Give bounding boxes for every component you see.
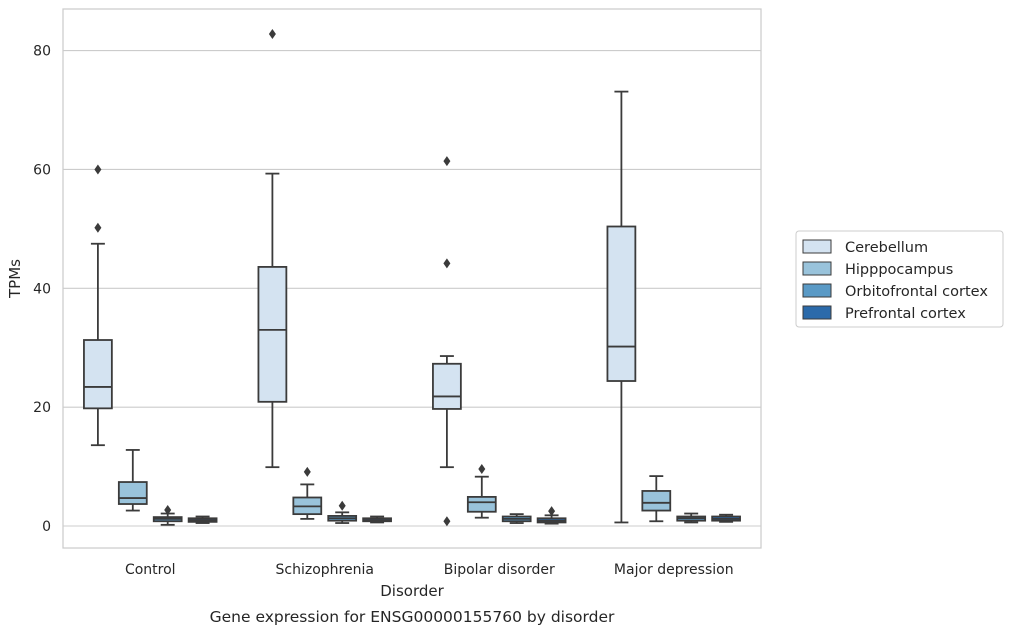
legend-frame bbox=[795, 230, 1004, 328]
y-tick-label: 20 bbox=[33, 400, 51, 416]
iqr-box bbox=[466, 495, 497, 513]
y-tick-label: 40 bbox=[33, 281, 51, 297]
outlier-point bbox=[338, 500, 346, 511]
x-tick-label: Schizophrenia bbox=[276, 562, 374, 578]
outlier-point bbox=[94, 164, 102, 175]
x-tick-label: Major depression bbox=[614, 562, 734, 578]
y-tick-label: 0 bbox=[42, 519, 51, 535]
box-2-1 bbox=[466, 463, 497, 519]
box-0-0 bbox=[83, 164, 113, 447]
iqr-box bbox=[257, 266, 288, 403]
x-axis-ticks: Control Schizophrenia Bipolar disorder Majo… bbox=[125, 562, 734, 578]
box-0-3 bbox=[187, 515, 218, 524]
box-1-1 bbox=[292, 466, 323, 520]
legend-label: Prefrontal cortex bbox=[845, 306, 966, 322]
iqr-box bbox=[641, 490, 672, 512]
outlier-point bbox=[548, 506, 556, 517]
outlier-point bbox=[443, 516, 451, 527]
legend-label: Orbitofrontal cortex bbox=[845, 284, 988, 300]
legend-label: Hipppocampus bbox=[845, 262, 953, 278]
box-1-3 bbox=[362, 515, 392, 524]
box-1-0 bbox=[257, 28, 288, 469]
chart-caption: Gene expression for ENSG00000155760 by d… bbox=[210, 608, 615, 626]
legend-swatch bbox=[802, 239, 832, 254]
y-axis-ticks: 0 20 40 60 80 bbox=[33, 44, 51, 535]
box-3-1 bbox=[641, 475, 672, 523]
plot-frame bbox=[62, 8, 762, 549]
legend-label: Cerebellum bbox=[845, 240, 928, 256]
box-1-2 bbox=[327, 500, 358, 524]
y-axis-title: TPMs bbox=[6, 259, 24, 299]
box-2-0 bbox=[432, 156, 462, 527]
x-tick-label: Control bbox=[125, 562, 176, 578]
box-2-3 bbox=[536, 506, 567, 525]
outlier-point bbox=[268, 28, 276, 39]
outlier-point bbox=[94, 222, 102, 233]
box-plot-series bbox=[83, 28, 741, 527]
legend-swatch bbox=[802, 261, 832, 276]
iqr-box bbox=[117, 481, 148, 505]
iqr-box bbox=[606, 225, 637, 382]
legend-swatch bbox=[802, 283, 832, 298]
x-axis-title: Disorder bbox=[380, 582, 444, 600]
outlier-point bbox=[478, 463, 486, 474]
box-0-1 bbox=[117, 449, 148, 512]
box-3-2 bbox=[676, 512, 707, 524]
outlier-point bbox=[443, 156, 451, 167]
box-3-3 bbox=[711, 513, 741, 523]
gridlines bbox=[63, 50, 761, 527]
y-tick-label: 60 bbox=[33, 162, 51, 178]
box-2-2 bbox=[501, 513, 532, 524]
outlier-point bbox=[443, 258, 451, 269]
x-tick-label: Bipolar disorder bbox=[444, 562, 555, 578]
iqr-box bbox=[432, 362, 462, 410]
legend-swatch bbox=[802, 305, 832, 320]
outlier-point bbox=[303, 466, 311, 477]
y-tick-label: 80 bbox=[33, 44, 51, 60]
box-0-2 bbox=[152, 504, 183, 526]
iqr-box bbox=[83, 339, 113, 410]
outlier-point bbox=[164, 504, 172, 515]
legend: Cerebellum Hipppocampus Orbitofrontal cort… bbox=[795, 230, 1004, 328]
box-3-0 bbox=[606, 90, 637, 524]
